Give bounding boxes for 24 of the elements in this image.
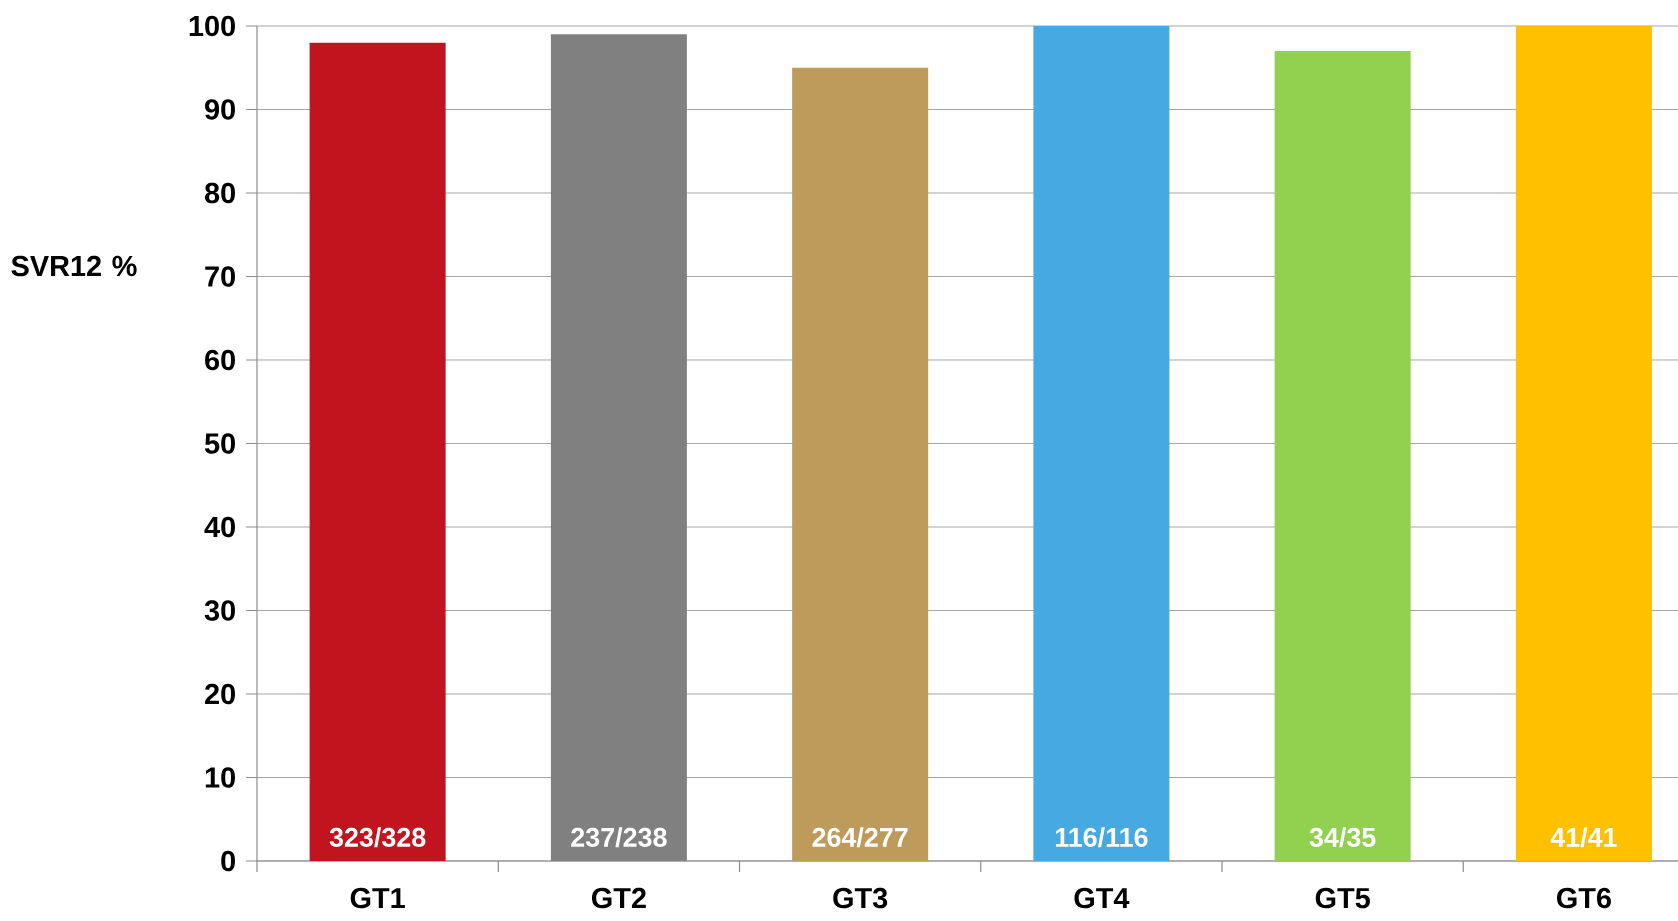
x-tick-label: GT3	[833, 887, 888, 909]
y-tick-label: 0	[221, 850, 235, 872]
y-tick-label: 90	[205, 99, 235, 120]
x-tick-label: GT5	[1315, 887, 1370, 909]
y-tick-label: 100	[189, 15, 235, 37]
x-tick-label: GT4	[1074, 887, 1130, 909]
y-tick-label: 30	[204, 600, 235, 621]
data-label: 116/116	[1055, 827, 1148, 848]
y-tick-label: 70	[205, 266, 235, 287]
y-tick-label: 60	[205, 349, 235, 371]
data-label: 237/238	[571, 827, 667, 848]
data-label: 323/328	[329, 827, 426, 848]
data-label: 264/277	[812, 827, 908, 848]
y-tick-label: 50	[204, 433, 235, 454]
y-tick-label: 20	[205, 683, 235, 705]
data-label: 34/35	[1309, 827, 1376, 848]
y-tick-label: 10	[205, 767, 235, 788]
x-tick-label: GT1	[350, 887, 405, 909]
x-tick-label: GT6	[1557, 887, 1611, 909]
y-axis-title: SVR12 %	[11, 255, 137, 277]
y-tick-label: 80	[204, 182, 235, 204]
y-tick-label: 40	[204, 516, 235, 538]
x-tick-label: GT2	[591, 887, 646, 909]
data-label: 41/41	[1550, 827, 1617, 848]
